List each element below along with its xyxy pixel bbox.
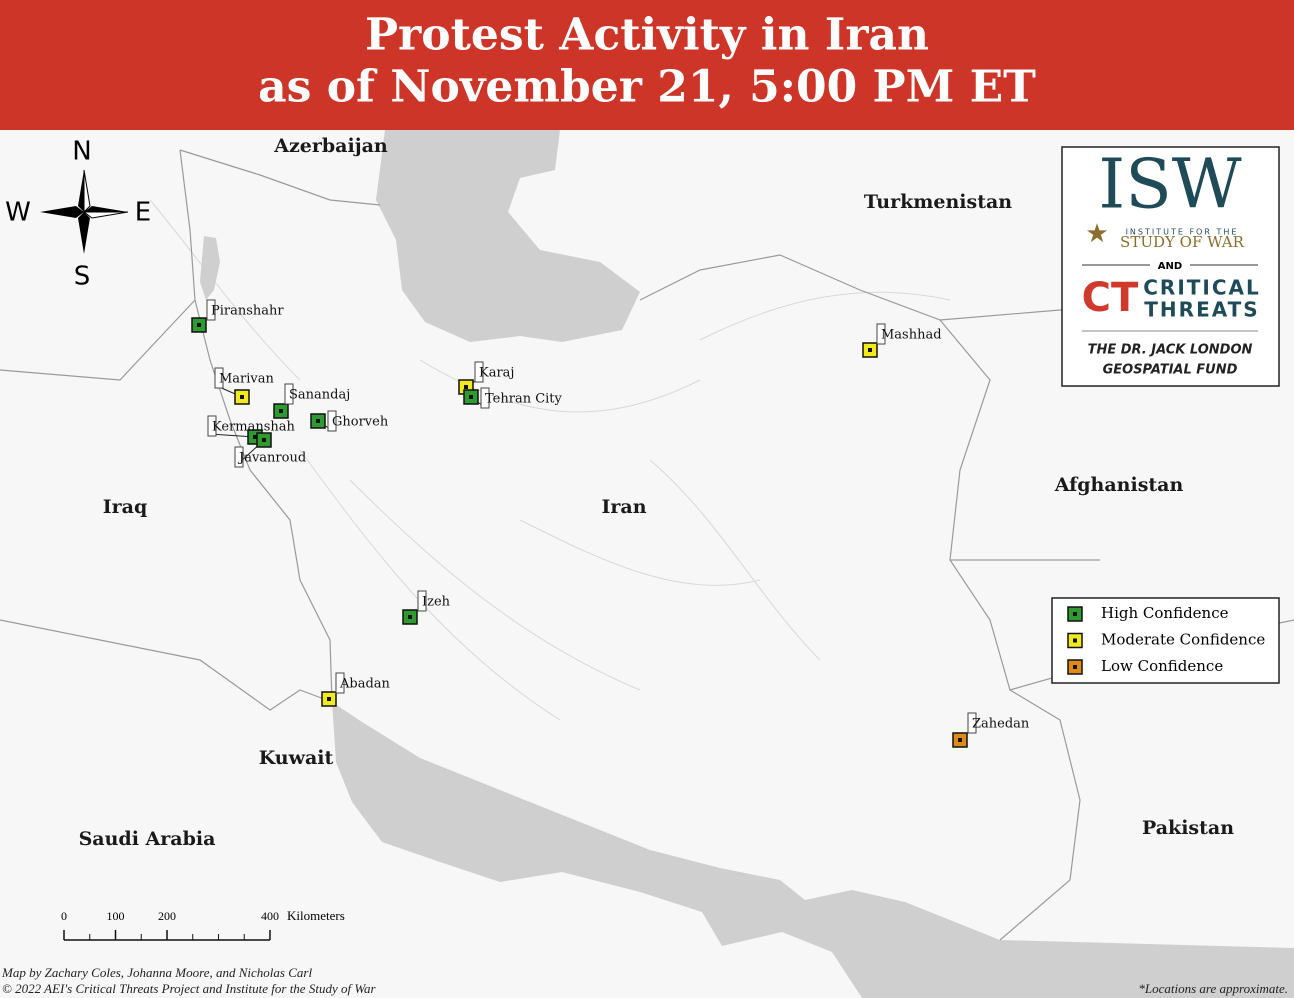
title: as of November 21, 5:00 PM ET — [258, 62, 1036, 113]
scale-tick-label: 0 — [61, 909, 67, 923]
country-label: Iran — [601, 496, 646, 518]
logo-institute: INSTITUTE FOR THE — [1126, 228, 1239, 237]
location-label: Mashhad — [881, 328, 942, 343]
location-label-box — [474, 361, 484, 383]
location-label-box — [327, 410, 337, 432]
scale-tick-label: 100 — [107, 909, 125, 923]
logo-ct: CT — [1082, 275, 1139, 321]
location-label: Javanroud — [237, 451, 306, 466]
country-label: Pakistan — [1142, 817, 1234, 839]
location-label: Karaj — [479, 366, 514, 381]
scale-unit: Kilometers — [287, 908, 345, 923]
location-marker-dot — [279, 409, 283, 413]
logo-fund: THE DR. JACK LONDON — [1088, 343, 1253, 358]
footnote: *Locations are approximate. — [1138, 981, 1288, 996]
location-label-box — [480, 387, 490, 409]
locations — [191, 317, 971, 748]
compass-n: N — [72, 137, 91, 167]
scale-tick-label: 400 — [261, 909, 279, 923]
credit: © 2022 AEI's Critical Threats Project an… — [2, 981, 376, 996]
logo-study: STUDY OF WAR — [1120, 233, 1245, 251]
country-label: Turkmenistan — [864, 191, 1012, 213]
location-label-box — [417, 590, 427, 612]
location-marker-dot — [408, 615, 412, 619]
legend-label: Moderate Confidence — [1101, 631, 1265, 649]
legend-swatch-dot — [1073, 638, 1077, 643]
location-label-box — [214, 367, 224, 389]
logo-star: ★ — [1085, 219, 1108, 248]
location-marker-dot — [240, 395, 244, 399]
country-label: Kuwait — [259, 747, 334, 769]
logo-threats: THREATS — [1144, 298, 1259, 322]
logo: ISW ★ INSTITUTE FOR THE STUDY OF WAR AND… — [1061, 146, 1280, 387]
location-label-box — [207, 415, 217, 437]
persian-gulf — [332, 702, 1294, 998]
credit: Map by Zachary Coles, Johanna Moore, and… — [1, 965, 312, 980]
country-label: Saudi Arabia — [79, 828, 216, 850]
compass-w: W — [5, 198, 31, 228]
legend-box — [1051, 597, 1280, 684]
location-label: Izeh — [422, 595, 451, 610]
location-labels: Piranshahr Marivan Sanandaj Ghorveh Kermansh… — [206, 299, 1030, 734]
location-label: Tehran City — [485, 392, 563, 407]
country-label: Iraq — [103, 496, 148, 518]
title-bar — [0, 0, 1294, 130]
legend: High Confidence Moderate Confidence Low Co… — [1067, 604, 1265, 675]
location-label-box — [335, 672, 345, 694]
title: Protest Activity in Iran — [365, 10, 929, 61]
location-marker-dot — [464, 385, 468, 389]
location-label: Marivan — [219, 372, 275, 387]
location-marker-dot — [469, 395, 473, 399]
scale-tick-label: 200 — [158, 909, 176, 923]
compass-e: E — [135, 198, 151, 228]
logo-fund: GEOSPATIAL FUND — [1103, 363, 1238, 378]
location-marker-dot — [316, 419, 320, 423]
location-marker-dot — [197, 323, 201, 327]
legend-label: Low Confidence — [1101, 657, 1223, 675]
location-marker-dot — [868, 348, 872, 352]
location-marker-dot — [327, 697, 331, 701]
location-label: Piranshahr — [211, 304, 284, 319]
country-label: Azerbaijan — [273, 135, 388, 157]
location-marker-dot — [262, 438, 266, 442]
location-marker-dot — [253, 435, 257, 439]
location-marker-dot — [958, 738, 962, 742]
country-label: Afghanistan — [1054, 474, 1184, 496]
compass-s: S — [74, 262, 91, 292]
logo-critical: CRITICAL — [1143, 276, 1261, 300]
logo-and: AND — [1158, 261, 1182, 272]
logo-isw: ISW — [1098, 146, 1241, 225]
legend-label: High Confidence — [1101, 604, 1229, 622]
location-label-box — [284, 383, 294, 405]
legend-swatch-dot — [1073, 665, 1077, 669]
location-label-box — [876, 323, 886, 345]
location-label-box — [967, 712, 977, 734]
legend-swatch-dot — [1073, 612, 1077, 616]
lake-urmia — [200, 236, 220, 300]
location-label: Kermanshah — [212, 420, 296, 435]
location-label: Ghorveh — [332, 415, 389, 430]
compass: N W E S — [5, 137, 151, 292]
location-label-box — [206, 299, 216, 321]
scale-bar: 0 100 200 400 Kilometers — [61, 908, 345, 941]
location-label: Zahedan — [972, 717, 1030, 732]
caspian-sea — [376, 130, 640, 342]
country-labels: Azerbaijan Turkmenistan Iraq Iran Afghanista… — [79, 135, 1235, 850]
location-label: Sanandaj — [289, 388, 350, 403]
location-label-box — [234, 446, 244, 468]
location-label: Abadan — [339, 677, 391, 692]
